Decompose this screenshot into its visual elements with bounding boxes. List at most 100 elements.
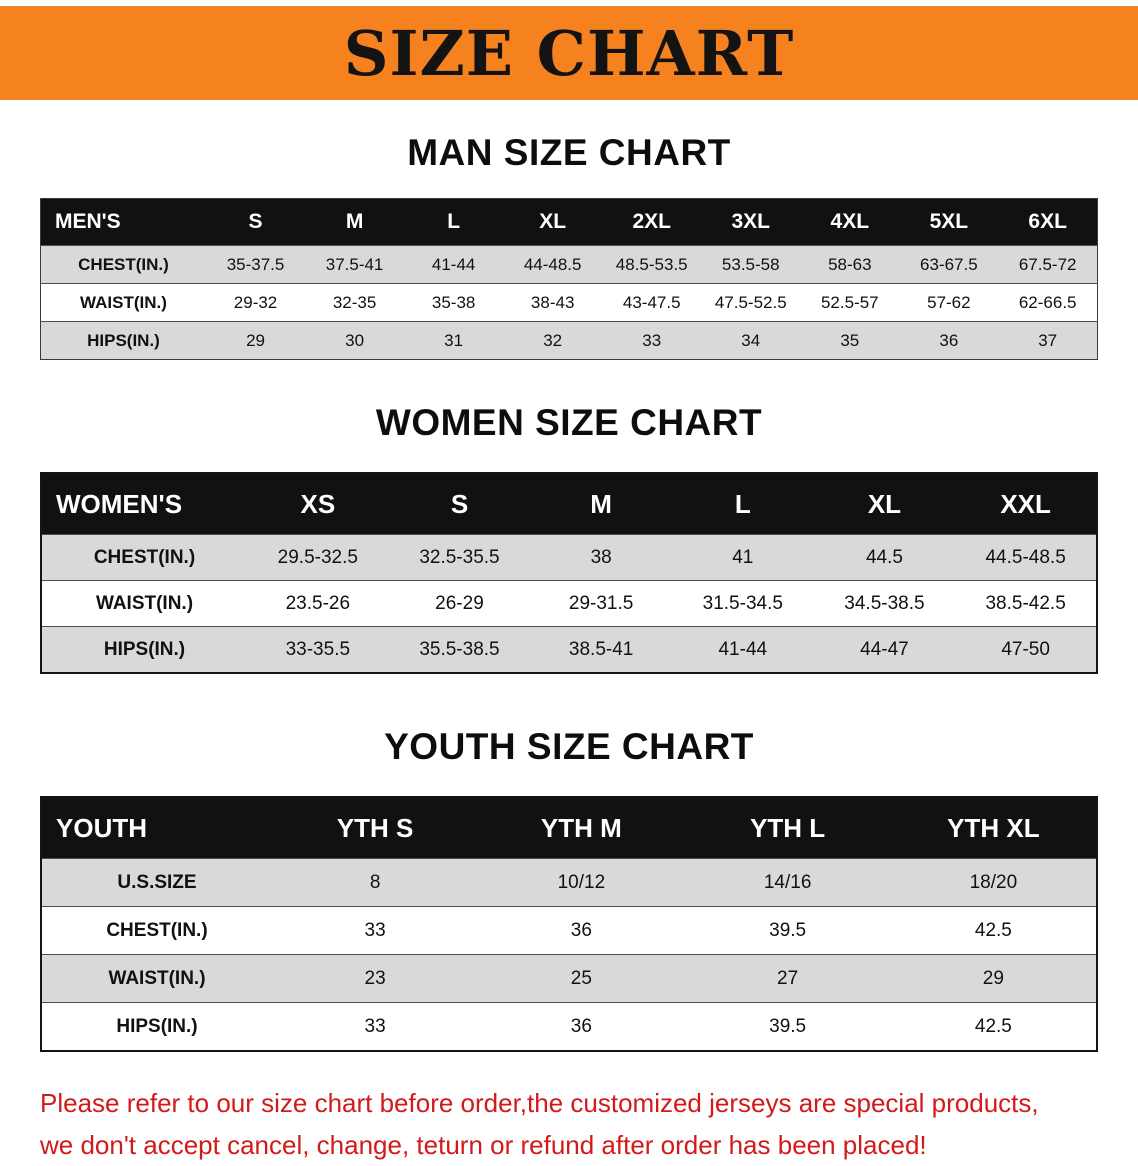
size-column-header: XL — [813, 473, 956, 535]
size-column-header: XS — [247, 473, 389, 535]
size-value: 43-47.5 — [622, 292, 681, 312]
table-title-cell: YOUTH — [41, 797, 272, 859]
size-value: 47.5-52.5 — [714, 292, 787, 312]
size-chart-page: SIZE CHART MAN SIZE CHART MEN'S S M L XL 2XL 3… — [0, 6, 1138, 1166]
size-value: 8 — [369, 871, 381, 893]
row-label: HIPS(IN.) — [87, 330, 160, 350]
row-label: HIPS(IN.) — [116, 1015, 198, 1037]
row-label: WAIST(IN.) — [95, 592, 194, 614]
row-label: U.S.SIZE — [117, 871, 197, 893]
size-value: 30 — [345, 330, 365, 350]
table-row: HIPS(IN.) 33-35.5 35.5-38.5 38.5-41 41-44 44-… — [41, 626, 1097, 673]
size-value: 35 — [840, 330, 860, 350]
size-value: 32.5-35.5 — [419, 546, 500, 568]
size-column-header: YTH L — [684, 797, 891, 859]
table-row: WAIST(IN.) 23.5-26 26-29 29-31.5 31.5-34.5 34… — [41, 580, 1097, 627]
banner-title: SIZE CHART — [343, 16, 795, 90]
table-header-row: YOUTH YTH S YTH M YTH L YTH XL — [41, 797, 1097, 859]
size-value: 23 — [364, 967, 386, 989]
size-value: 39.5 — [769, 1015, 807, 1037]
size-value: 41-44 — [718, 638, 768, 660]
disclaimer-line-1: Please refer to our size chart before or… — [40, 1088, 1039, 1118]
size-value: 38 — [590, 546, 612, 568]
youth-chart-heading: YOUTH SIZE CHART — [384, 726, 754, 767]
size-value: 53.5-58 — [721, 254, 780, 274]
men-size-table: MEN'S S M L XL 2XL 3XL 4XL 5XL 6XL CHEST(IN.) 35-37… — [40, 198, 1098, 360]
size-column-header: 4XL — [800, 198, 900, 246]
size-value: 33-35.5 — [285, 638, 351, 660]
size-column-header: YTH S — [272, 797, 479, 859]
size-column-header: YTH XL — [890, 797, 1097, 859]
size-value: 52.5-57 — [820, 292, 879, 312]
size-value: 29-32 — [233, 292, 278, 312]
size-column-header: 2XL — [602, 198, 702, 246]
size-value: 42.5 — [974, 919, 1012, 941]
size-value: 38-43 — [530, 292, 575, 312]
size-value: 35.5-38.5 — [419, 638, 500, 660]
row-label: HIPS(IN.) — [103, 638, 186, 660]
size-value: 41 — [732, 546, 754, 568]
size-column-header: XXL — [955, 473, 1097, 535]
size-value: 38.5-42.5 — [985, 592, 1066, 614]
size-value: 39.5 — [769, 919, 807, 941]
size-value: 36 — [570, 1015, 592, 1037]
table-row: HIPS(IN.) 33 36 39.5 42.5 — [41, 1002, 1097, 1052]
size-column-header: 3XL — [701, 198, 801, 246]
women-size-section: WOMEN SIZE CHART WOMEN'S XS S M L XL XXL CHEST(… — [0, 402, 1138, 674]
disclaimer: Please refer to our size chart before or… — [40, 1082, 1138, 1166]
size-value: 31.5-34.5 — [702, 592, 783, 614]
size-value: 34.5-38.5 — [844, 592, 925, 614]
size-value: 47-50 — [1001, 638, 1050, 660]
size-value: 29 — [982, 967, 1004, 989]
table-header-row: MEN'S S M L XL 2XL 3XL 4XL 5XL 6XL — [40, 198, 1098, 246]
women-size-table: WOMEN'S XS S M L XL XXL CHEST(IN.) 29.5-32.5 32.5… — [40, 472, 1098, 674]
size-value: 44.5 — [865, 546, 903, 568]
size-value: 37.5-41 — [325, 254, 384, 274]
men-size-section: MAN SIZE CHART MEN'S S M L XL 2XL 3XL 4XL 5XL 6XL… — [0, 132, 1138, 360]
size-value: 37 — [1038, 330, 1058, 350]
table-header-row: WOMEN'S XS S M L XL XXL — [41, 473, 1097, 535]
row-label: CHEST(IN.) — [78, 254, 169, 274]
size-value: 26-29 — [435, 592, 484, 614]
size-value: 62-66.5 — [1018, 292, 1077, 312]
size-value: 23.5-26 — [285, 592, 351, 614]
size-value: 33 — [642, 330, 662, 350]
size-value: 58-63 — [828, 254, 872, 274]
size-column-header: M — [305, 198, 405, 246]
row-label: WAIST(IN.) — [108, 967, 206, 989]
size-column-header: S — [206, 198, 306, 246]
size-value: 44-48.5 — [523, 254, 582, 274]
size-value: 33 — [364, 919, 386, 941]
size-value: 42.5 — [974, 1015, 1012, 1037]
size-value: 67.5-72 — [1018, 254, 1077, 274]
men-chart-heading: MAN SIZE CHART — [407, 132, 731, 173]
table-row: CHEST(IN.) 33 36 39.5 42.5 — [41, 906, 1097, 955]
size-value: 27 — [777, 967, 799, 989]
row-label: CHEST(IN.) — [93, 546, 196, 568]
size-value: 25 — [570, 967, 592, 989]
size-value: 32 — [543, 330, 563, 350]
table-row: WAIST(IN.) 23 25 27 29 — [41, 954, 1097, 1003]
size-value: 36 — [570, 919, 592, 941]
size-value: 29-31.5 — [568, 592, 634, 614]
size-chart-banner: SIZE CHART — [0, 6, 1138, 100]
size-value: 38.5-41 — [568, 638, 634, 660]
size-column-header: L — [404, 198, 504, 246]
size-value: 29.5-32.5 — [277, 546, 358, 568]
size-value: 41-44 — [431, 254, 476, 274]
size-value: 34 — [741, 330, 761, 350]
size-column-header: M — [530, 473, 672, 535]
size-value: 35-38 — [431, 292, 476, 312]
size-value: 44-47 — [860, 638, 909, 660]
women-chart-heading: WOMEN SIZE CHART — [375, 402, 763, 443]
size-value: 48.5-53.5 — [615, 254, 688, 274]
size-column-header: L — [671, 473, 814, 535]
disclaimer-line-2: we don't accept cancel, change, teturn o… — [40, 1130, 927, 1161]
size-value: 57-62 — [927, 292, 971, 312]
size-value: 35-37.5 — [226, 254, 285, 274]
size-value: 33 — [364, 1015, 386, 1037]
size-column-header: S — [388, 473, 531, 535]
size-value: 44.5-48.5 — [985, 546, 1066, 568]
size-column-header: 6XL — [998, 198, 1098, 246]
table-row: CHEST(IN.) 35-37.5 37.5-41 41-44 44-48.5 48.5… — [40, 245, 1098, 284]
